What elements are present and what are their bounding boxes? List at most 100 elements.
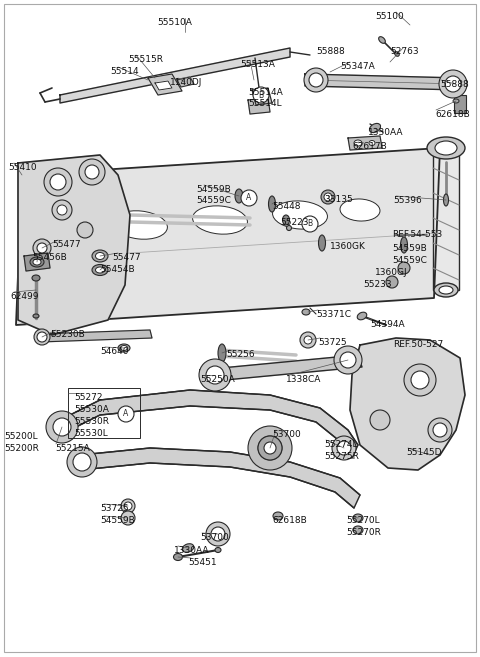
Text: 55270R: 55270R <box>346 528 381 537</box>
Ellipse shape <box>118 344 130 352</box>
Polygon shape <box>200 355 362 382</box>
Ellipse shape <box>332 436 356 460</box>
Ellipse shape <box>173 553 182 560</box>
Text: A: A <box>246 194 252 202</box>
Ellipse shape <box>37 332 47 342</box>
Ellipse shape <box>319 235 325 251</box>
Ellipse shape <box>92 265 108 275</box>
Ellipse shape <box>404 364 436 396</box>
Circle shape <box>321 190 335 204</box>
Text: 55530R: 55530R <box>74 417 109 426</box>
Polygon shape <box>60 48 290 103</box>
Text: 55200R: 55200R <box>4 444 39 453</box>
Ellipse shape <box>79 159 105 185</box>
Text: 55270L: 55270L <box>346 516 380 525</box>
Polygon shape <box>60 390 358 458</box>
Text: 62499: 62499 <box>10 292 38 301</box>
Text: 55456B: 55456B <box>32 253 67 262</box>
Ellipse shape <box>218 344 226 362</box>
Circle shape <box>253 87 269 103</box>
Ellipse shape <box>439 70 467 98</box>
Circle shape <box>300 332 316 348</box>
Ellipse shape <box>215 547 221 553</box>
Text: 55230B: 55230B <box>50 330 85 339</box>
Text: 54559B: 54559B <box>100 516 135 525</box>
Ellipse shape <box>268 196 276 212</box>
Ellipse shape <box>96 267 105 273</box>
Text: 55477: 55477 <box>112 253 141 262</box>
Ellipse shape <box>211 527 225 541</box>
Ellipse shape <box>50 174 66 190</box>
Text: 62618B: 62618B <box>272 516 307 525</box>
Ellipse shape <box>309 73 323 87</box>
Text: 55410: 55410 <box>8 163 36 172</box>
Polygon shape <box>305 74 460 90</box>
Text: B: B <box>258 91 264 99</box>
Text: 55530A: 55530A <box>74 405 109 414</box>
Ellipse shape <box>34 329 50 345</box>
Text: 55514L: 55514L <box>248 99 282 108</box>
Text: REF.54-553: REF.54-553 <box>392 230 442 239</box>
Ellipse shape <box>439 286 453 294</box>
Ellipse shape <box>354 140 362 146</box>
Ellipse shape <box>273 512 283 520</box>
Ellipse shape <box>428 418 452 442</box>
Circle shape <box>118 406 134 422</box>
Text: 1360GJ: 1360GJ <box>375 268 408 277</box>
Polygon shape <box>252 88 272 105</box>
Ellipse shape <box>340 199 380 221</box>
Text: 55396: 55396 <box>393 196 422 205</box>
Ellipse shape <box>273 201 327 229</box>
Ellipse shape <box>444 194 448 206</box>
Text: 55888: 55888 <box>440 80 469 89</box>
Ellipse shape <box>258 436 282 460</box>
Ellipse shape <box>395 52 399 57</box>
Ellipse shape <box>411 371 429 389</box>
Ellipse shape <box>433 423 447 437</box>
Text: B: B <box>307 219 312 229</box>
Ellipse shape <box>46 411 78 443</box>
Ellipse shape <box>453 99 459 103</box>
Ellipse shape <box>235 189 243 203</box>
Polygon shape <box>18 155 130 335</box>
Ellipse shape <box>353 514 363 522</box>
Text: 1140DJ: 1140DJ <box>170 78 203 87</box>
Ellipse shape <box>73 453 91 471</box>
Ellipse shape <box>44 168 72 196</box>
Ellipse shape <box>434 283 458 297</box>
Text: 52763: 52763 <box>390 47 419 56</box>
Polygon shape <box>148 74 182 95</box>
Circle shape <box>121 499 135 513</box>
Polygon shape <box>348 136 382 150</box>
Ellipse shape <box>264 442 276 454</box>
Text: 55513A: 55513A <box>240 60 275 69</box>
Ellipse shape <box>379 37 385 43</box>
Ellipse shape <box>33 314 39 318</box>
Text: 55274L: 55274L <box>324 440 358 449</box>
Text: 55514A: 55514A <box>248 88 283 97</box>
Ellipse shape <box>32 275 40 281</box>
Ellipse shape <box>427 137 465 159</box>
Text: 54559B: 54559B <box>392 244 427 253</box>
Polygon shape <box>38 330 152 342</box>
Circle shape <box>386 276 398 288</box>
Ellipse shape <box>67 447 97 477</box>
Text: 53700: 53700 <box>272 430 301 439</box>
Ellipse shape <box>206 366 224 384</box>
Bar <box>68 388 140 438</box>
Ellipse shape <box>445 76 461 92</box>
Circle shape <box>77 222 93 238</box>
Circle shape <box>302 216 318 232</box>
Ellipse shape <box>287 225 291 231</box>
Ellipse shape <box>340 352 356 368</box>
Ellipse shape <box>37 243 47 253</box>
Text: 55100: 55100 <box>376 12 404 21</box>
Circle shape <box>124 502 132 510</box>
Ellipse shape <box>199 359 231 391</box>
Ellipse shape <box>206 522 230 546</box>
Ellipse shape <box>258 436 282 460</box>
Text: 55888: 55888 <box>316 47 345 56</box>
Ellipse shape <box>92 250 108 262</box>
Ellipse shape <box>353 526 363 534</box>
Text: 1360GK: 1360GK <box>330 242 366 251</box>
